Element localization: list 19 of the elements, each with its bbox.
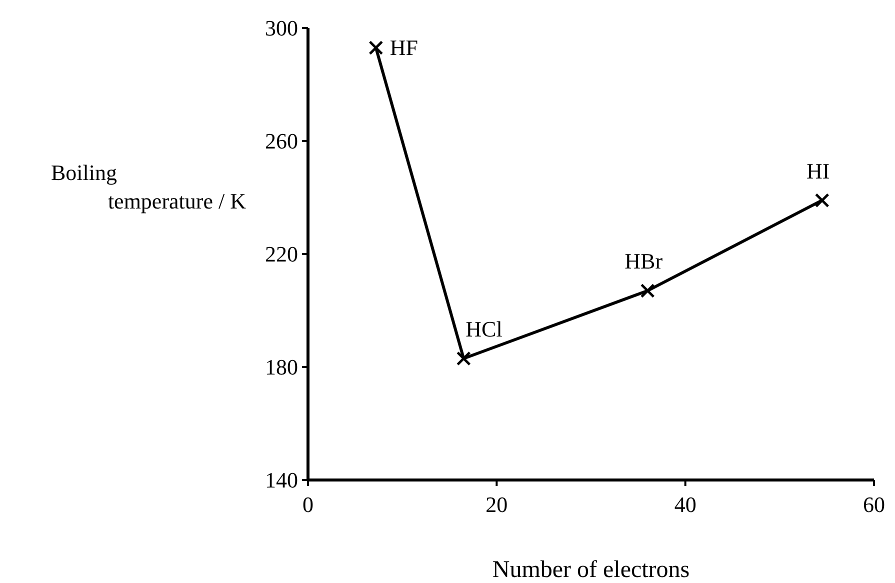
x-tick-label: 0	[302, 492, 314, 517]
y-tick-label: 140	[265, 468, 298, 493]
y-tick-label: 180	[265, 354, 298, 380]
y-tick-label: 300	[265, 16, 298, 41]
annotation: HF	[390, 34, 418, 60]
x-tick-label: 20	[486, 492, 508, 517]
x-tick-label: 60	[863, 492, 885, 517]
y-tick-label: 220	[265, 242, 298, 267]
x-tick-label: 40	[674, 492, 696, 517]
y-tick-label: 260	[265, 128, 298, 154]
annotation: HCl	[466, 316, 502, 342]
point	[456, 351, 471, 366]
annotation: HBr	[624, 248, 664, 274]
point	[368, 40, 384, 56]
annotation: HI	[806, 158, 830, 184]
point	[640, 283, 655, 298]
y-axis-title: Boiling temperature / K	[51, 160, 246, 214]
x-axis-title: Number of electrons	[492, 557, 690, 583]
point	[814, 193, 830, 208]
